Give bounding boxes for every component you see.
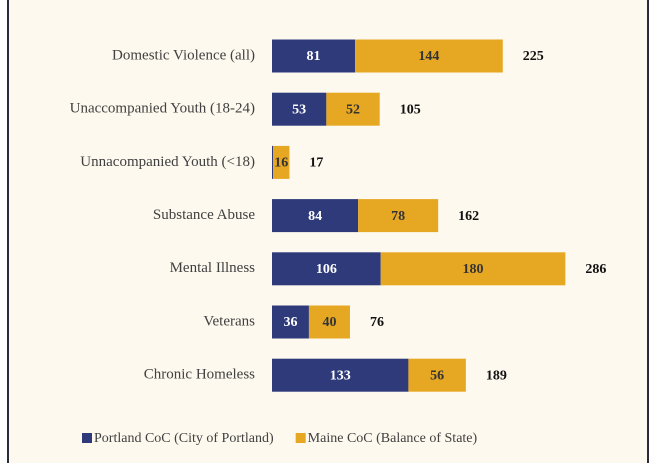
bar-segment [380, 252, 566, 286]
bar-segment [355, 39, 503, 73]
bar-segment [272, 39, 356, 73]
data-label: 84 [308, 209, 322, 224]
total-label: 189 [486, 368, 507, 383]
legend-label: Maine CoC (Balance of State) [308, 431, 478, 446]
data-label: 40 [322, 315, 336, 330]
data-label: 180 [463, 262, 484, 277]
bar-segment [408, 358, 466, 392]
total-label: 286 [585, 262, 606, 277]
bar-segment [308, 305, 350, 339]
data-label: 106 [316, 262, 337, 277]
category-label: Domestic Violence (all) [112, 47, 255, 63]
category-label: Unaccompanied Youth (18-24) [70, 101, 255, 117]
data-label: 53 [292, 102, 306, 117]
bar-segment [272, 145, 274, 179]
total-label: 225 [523, 49, 544, 64]
bar-segment [272, 92, 327, 126]
category-label: Chronic Homeless [144, 367, 255, 383]
bar-segment [272, 252, 381, 286]
category-label: Mental Illness [170, 260, 256, 276]
data-label: 36 [283, 315, 297, 330]
category-label: Veterans [203, 313, 255, 329]
category-label: Unnacompanied Youth (<18) [80, 154, 255, 170]
data-label: 133 [330, 368, 351, 383]
data-label: 56 [430, 368, 444, 383]
data-label: 52 [346, 102, 360, 117]
legend-label: Portland CoC (City of Portland) [94, 431, 274, 446]
data-label: 16 [274, 156, 288, 171]
bar-segment [272, 305, 309, 339]
category-label: Substance Abuse [153, 207, 255, 223]
total-label: 17 [309, 156, 323, 171]
total-label: 162 [458, 209, 479, 224]
bar-segment [273, 145, 290, 179]
bar-segment [326, 92, 380, 126]
data-label: 144 [418, 49, 439, 64]
bar-segment [272, 358, 409, 392]
legend-swatch [82, 433, 92, 443]
total-label: 76 [370, 315, 384, 330]
legend-swatch [295, 433, 306, 443]
data-label: 81 [307, 49, 321, 64]
bar-segment [272, 199, 359, 233]
data-label: 78 [391, 209, 405, 224]
bar-segment [358, 199, 439, 233]
total-label: 105 [400, 102, 421, 117]
